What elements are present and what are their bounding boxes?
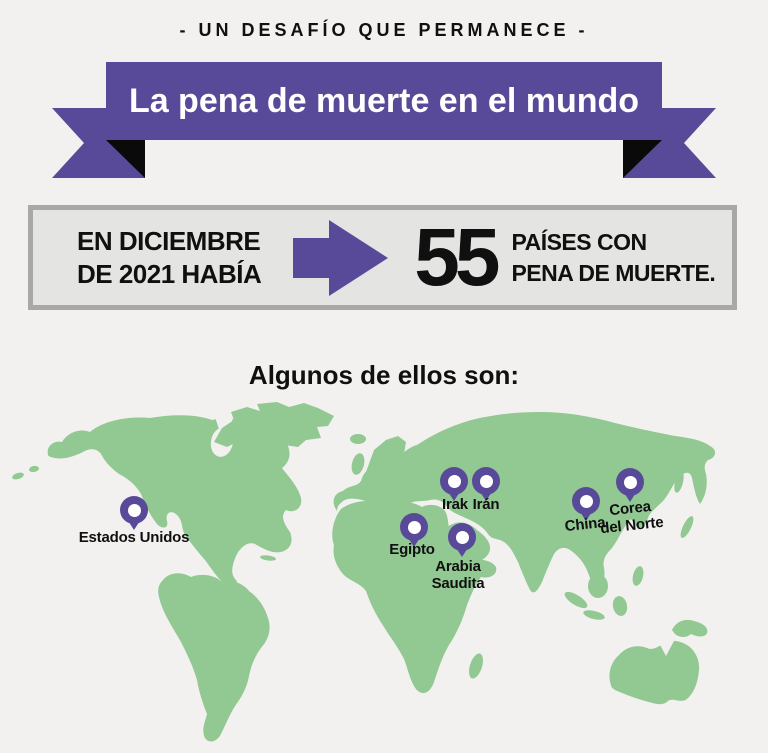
map-label-irak: Irak [442,496,468,513]
world-map [12,402,716,742]
stat-number: 55 [414,211,500,303]
map-pin-corea-del-norte [616,468,644,502]
pin-hole [623,475,637,489]
pin-hole [447,474,461,488]
label-line: Estados Unidos [78,529,190,546]
stat-desc-text: PAÍSES CON PENA DE MUERTE. [511,227,715,289]
ribbon-band [106,62,662,140]
ribbon-banner [52,62,716,178]
cuba-island [260,555,276,561]
pin-hole [455,530,469,544]
stat-desc-line2: PENA DE MUERTE. [511,259,716,286]
label-line: Arabia [435,558,481,575]
landmass-eurasia [333,412,716,594]
map-intro: Algunos de ellos son: [248,360,520,390]
landmass-australia [609,640,700,705]
banner-title: La pena de muerte en el mundo [128,81,640,120]
japan-islands [680,516,694,538]
united-kingdom-island [351,453,365,475]
map-label-arabia-saudita: Arabia Saudita [432,558,485,592]
tagline: - UN DESAFÍO QUE PERMANECE - [179,20,589,40]
ribbon-fold-right [623,140,662,178]
label-line: Egipto [389,541,435,558]
borneo-island [588,574,608,598]
madagascar-island [469,653,483,679]
aleutian-islands-2 [29,465,39,473]
map-pin-iran [472,467,500,501]
pin-hole [407,520,421,534]
ribbon-fold-left [106,140,145,178]
stat-desc-line1: PAÍSES CON [511,228,647,255]
stat-lead-text: EN DICIEMBRE DE 2021 HABÍA [77,225,262,291]
sulawesi-island [612,596,628,616]
map-pin-china [572,487,600,521]
stat-lead-line1: EN DICIEMBRE [77,225,261,256]
map-pin-irak [440,467,468,501]
new-guinea-island [672,619,708,638]
pin-hole [579,494,593,508]
map-label-estados-unidos: Estados Unidos [79,529,190,546]
stat-box: EN DICIEMBRE DE 2021 HABÍA 55 PAÍSES CON… [28,205,737,310]
sakhalin-island [674,471,684,493]
map-label-egipto: Egipto [389,541,435,558]
map-pin-arabia-saudita [448,523,476,557]
label-line: Saudita [431,575,485,592]
right-arrow-icon [293,219,389,296]
stat-lead-line2: DE 2021 HABÍA [77,258,262,289]
pin-hole [127,503,141,517]
landmass-south-america [158,573,270,742]
philippines-islands [632,566,644,586]
aleutian-islands-1 [12,472,24,480]
map-pin-egipto [400,513,428,547]
landmass-north-america [47,415,302,587]
label-line: Irán [472,496,500,513]
landmass-greenland [214,402,334,447]
map-label-corea-del-norte: Corea del Norte [598,497,665,537]
map-pin-estados-unidos [120,496,148,530]
gulf-of-carpentaria [658,641,674,656]
label-line: Irak [442,496,468,513]
map-label-iran: Irán [473,496,500,513]
java-island [583,610,605,620]
sumatra-island [564,591,588,609]
pin-hole [479,474,493,488]
iceland-island [350,434,366,444]
